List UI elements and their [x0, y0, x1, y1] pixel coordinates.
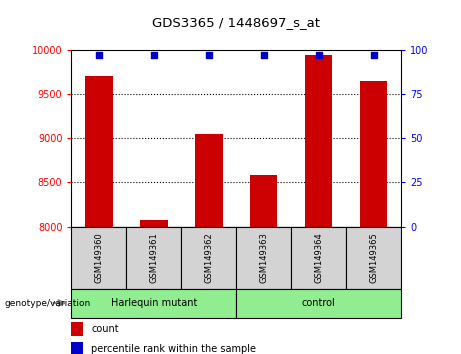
- Text: percentile rank within the sample: percentile rank within the sample: [91, 343, 256, 354]
- Bar: [236, 227, 291, 289]
- Point: [205, 52, 213, 58]
- Bar: [346, 227, 401, 289]
- Bar: [236, 289, 401, 318]
- Point: [315, 52, 322, 58]
- Bar: [291, 227, 346, 289]
- Bar: [126, 227, 181, 289]
- Text: GSM149362: GSM149362: [204, 232, 213, 283]
- Text: GSM149365: GSM149365: [369, 232, 378, 283]
- Bar: [305, 55, 332, 227]
- Bar: [71, 322, 83, 336]
- Text: GSM149360: GSM149360: [95, 232, 103, 283]
- Point: [150, 52, 158, 58]
- Point: [95, 52, 103, 58]
- Text: GSM149363: GSM149363: [259, 232, 268, 283]
- Bar: [250, 175, 278, 227]
- Text: Harlequin mutant: Harlequin mutant: [111, 298, 197, 308]
- Text: genotype/variation: genotype/variation: [5, 298, 91, 308]
- Text: control: control: [302, 298, 336, 308]
- Bar: [360, 81, 387, 227]
- Bar: [71, 227, 126, 289]
- Text: count: count: [91, 324, 118, 334]
- Point: [260, 52, 267, 58]
- Point: [370, 52, 377, 58]
- Text: GSM149364: GSM149364: [314, 232, 323, 283]
- Bar: [71, 342, 83, 354]
- Bar: [181, 227, 236, 289]
- Text: GSM149361: GSM149361: [149, 232, 159, 283]
- Text: GDS3365 / 1448697_s_at: GDS3365 / 1448697_s_at: [152, 16, 320, 29]
- Bar: [140, 220, 168, 227]
- Bar: [195, 133, 223, 227]
- Bar: [71, 289, 236, 318]
- Bar: [85, 76, 112, 227]
